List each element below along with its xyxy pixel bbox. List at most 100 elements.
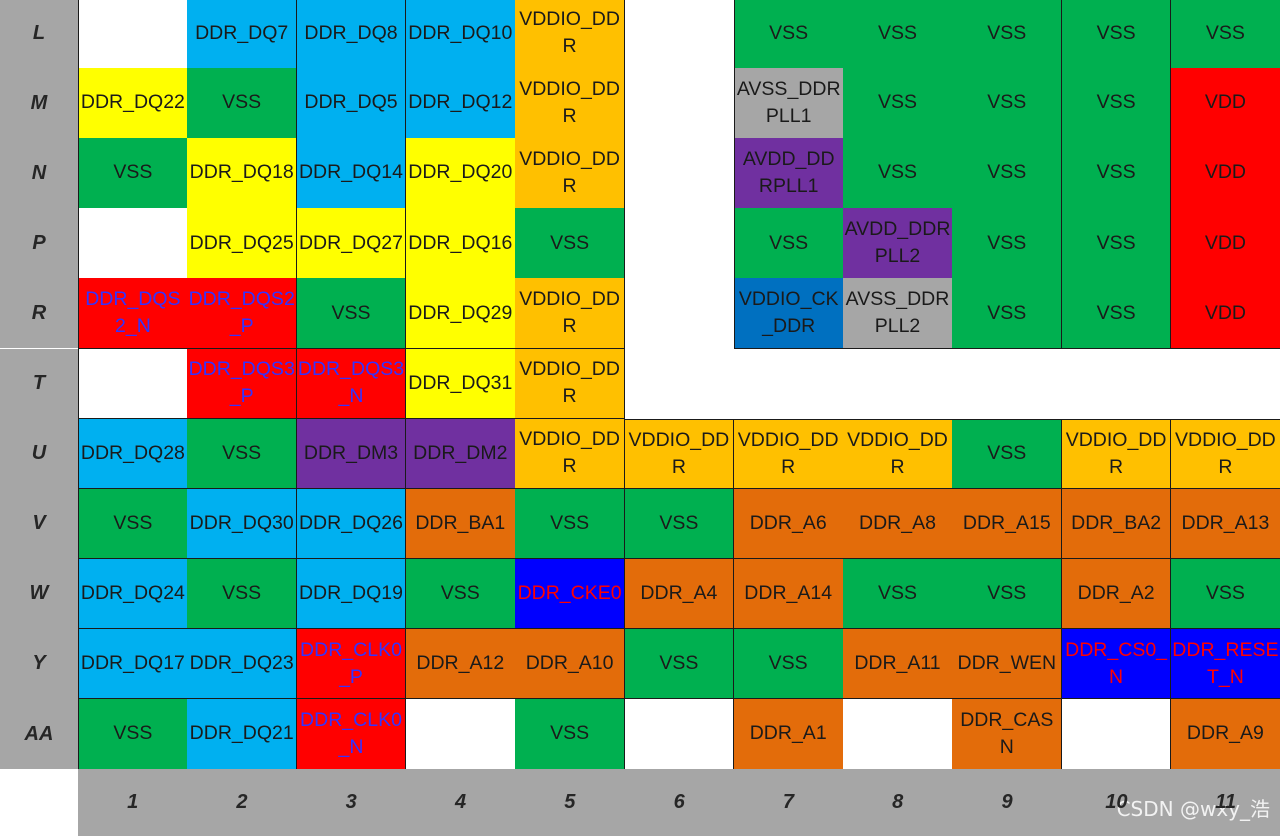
pin-cell-y9: DDR_WEN bbox=[952, 628, 1063, 700]
pin-cell-y10: DDR_CS0_N bbox=[1061, 628, 1172, 700]
pin-cell-u9: VSS bbox=[952, 418, 1063, 490]
pin-cell-n8: VSS bbox=[843, 138, 953, 209]
pin-cell-l5: VDDIO_DDR bbox=[515, 0, 625, 69]
pin-cell-aa4 bbox=[405, 699, 516, 770]
pin-cell-r2: DDR_DQS2_P bbox=[187, 278, 298, 349]
pin-cell-y1: DDR_DQ17 bbox=[78, 628, 188, 700]
pin-cell-y7: VSS bbox=[733, 628, 844, 700]
pin-cell-u11: VDDIO_DDR bbox=[1171, 418, 1280, 490]
pin-cell-aa9: DDR_CASN bbox=[952, 699, 1063, 770]
pin-cell-w8: VSS bbox=[843, 558, 953, 630]
pin-cell-r7: VDDIO_CK_DDR bbox=[733, 278, 844, 349]
pin-cell-u8: VDDIO_DDR bbox=[843, 418, 953, 490]
pin-cell-n5: VDDIO_DDR bbox=[515, 138, 625, 209]
pin-cell-v10: DDR_BA2 bbox=[1061, 488, 1172, 560]
pin-cell-m2: VSS bbox=[187, 68, 298, 139]
row-label-r: R bbox=[0, 278, 78, 349]
pin-cell-u2: VSS bbox=[187, 418, 298, 490]
pin-cell-v6: VSS bbox=[624, 488, 735, 560]
pin-cell-w7: DDR_A14 bbox=[733, 558, 844, 630]
pin-cell-r3: VSS bbox=[296, 278, 407, 349]
pin-cell-r4: DDR_DQ29 bbox=[405, 278, 516, 349]
column-label-11: 11 bbox=[1215, 791, 1237, 813]
pin-cell-aa10 bbox=[1061, 699, 1172, 770]
pin-cell-u4: DDR_DM2 bbox=[405, 418, 516, 490]
pin-cell-y11: DDR_RESET_N bbox=[1171, 628, 1280, 700]
pin-cell-l8: VSS bbox=[843, 0, 953, 69]
pin-cell-l11: VSS bbox=[1171, 0, 1280, 69]
pin-cell-v5: VSS bbox=[515, 488, 625, 560]
row-label-aa: AA bbox=[0, 699, 78, 769]
pin-cell-t3: DDR_DQS3_N bbox=[296, 348, 407, 420]
pin-cell-r10: VSS bbox=[1061, 278, 1172, 349]
pin-cell-u3: DDR_DM3 bbox=[296, 418, 407, 490]
pin-cell-v2: DDR_DQ30 bbox=[187, 488, 298, 560]
column-label-10: 10 bbox=[1105, 791, 1128, 813]
watermark: CSDN @wxy_浩 bbox=[1116, 797, 1270, 821]
pin-cell-l3: DDR_DQ8 bbox=[296, 0, 407, 69]
pin-cell-aa8 bbox=[843, 699, 953, 770]
pin-cell-v8: DDR_A8 bbox=[843, 488, 953, 560]
pin-cell-aa1: VSS bbox=[78, 699, 188, 770]
row-label-u: U bbox=[0, 418, 78, 489]
pin-cell-t1 bbox=[78, 348, 188, 420]
pin-cell-m11: VDD bbox=[1171, 68, 1280, 139]
column-label-3: 3 bbox=[345, 791, 357, 813]
pin-cell-p9: VSS bbox=[952, 208, 1063, 279]
pin-cell-m5: VDDIO_DDR bbox=[515, 68, 625, 139]
pin-cell-n9: VSS bbox=[952, 138, 1063, 209]
pin-cell-m1: DDR_DQ22 bbox=[78, 68, 188, 139]
pin-cell-w6: DDR_A4 bbox=[624, 558, 735, 630]
column-label-9: 9 bbox=[1001, 791, 1013, 813]
pin-cell-u1: DDR_DQ28 bbox=[78, 418, 188, 490]
pin-cell-n4: DDR_DQ20 bbox=[405, 138, 516, 209]
pin-cell-r8: AVSS_DDRPLL2 bbox=[843, 278, 953, 349]
pin-cell-m4: DDR_DQ12 bbox=[405, 68, 516, 139]
pin-cell-y2: DDR_DQ23 bbox=[187, 628, 298, 700]
pin-cell-v1: VSS bbox=[78, 488, 188, 560]
pin-cell-p7: VSS bbox=[733, 208, 844, 279]
row-label-w: W bbox=[0, 558, 78, 629]
column-label-5: 5 bbox=[564, 791, 576, 813]
pin-cell-v7: DDR_A6 bbox=[733, 488, 844, 560]
pin-cell-aa5: VSS bbox=[515, 699, 625, 770]
pin-cell-aa11: DDR_A9 bbox=[1171, 699, 1280, 770]
column-label-8: 8 bbox=[892, 791, 904, 813]
pin-cell-w1: DDR_DQ24 bbox=[78, 558, 188, 630]
pin-cell-n3: DDR_DQ14 bbox=[296, 138, 407, 209]
pin-cell-r11: VDD bbox=[1171, 278, 1280, 349]
pin-cell-m3: DDR_DQ5 bbox=[296, 68, 407, 139]
pin-cell-u7: VDDIO_DDR bbox=[733, 418, 844, 490]
header-corner bbox=[0, 769, 78, 836]
pin-cell-v11: DDR_A13 bbox=[1171, 488, 1280, 560]
column-label-6: 6 bbox=[673, 791, 685, 813]
pin-cell-p1 bbox=[78, 208, 188, 279]
pin-cell-n1: VSS bbox=[78, 138, 188, 209]
pin-cell-m8: VSS bbox=[843, 68, 953, 139]
row-label-t: T bbox=[0, 348, 78, 419]
pin-cell-w2: VSS bbox=[187, 558, 298, 630]
pin-cell-u5: VDDIO_DDR bbox=[515, 418, 625, 490]
pin-cell-l10: VSS bbox=[1061, 0, 1172, 69]
pin-cell-y4: DDR_A12 bbox=[405, 628, 516, 700]
pin-cell-t4: DDR_DQ31 bbox=[405, 348, 516, 420]
pin-cell-t5: VDDIO_DDR bbox=[515, 348, 625, 420]
pin-cell-p10: VSS bbox=[1061, 208, 1172, 279]
pin-cell-y3: DDR_CLK0_P bbox=[296, 628, 407, 700]
pin-cell-v9: DDR_A15 bbox=[952, 488, 1063, 560]
pin-cell-r5: VDDIO_DDR bbox=[515, 278, 625, 349]
pin-cell-m10: VSS bbox=[1061, 68, 1172, 139]
pin-cell-v4: DDR_BA1 bbox=[405, 488, 516, 560]
pin-cell-m7: AVSS_DDRPLL1 bbox=[733, 68, 844, 139]
pin-cell-w3: DDR_DQ19 bbox=[296, 558, 407, 630]
pin-cell-l2: DDR_DQ7 bbox=[187, 0, 298, 69]
pin-cell-p8: AVDD_DDRPLL2 bbox=[843, 208, 953, 279]
pin-cell-p11: VDD bbox=[1171, 208, 1280, 279]
column-label-2: 2 bbox=[236, 791, 248, 813]
pin-cell-l9: VSS bbox=[952, 0, 1063, 69]
pin-cell-w9: VSS bbox=[952, 558, 1063, 630]
pin-cell-v3: DDR_DQ26 bbox=[296, 488, 407, 560]
row-label-y: Y bbox=[0, 628, 78, 699]
pin-cell-y8: DDR_A11 bbox=[843, 628, 953, 700]
row-label-l: L bbox=[0, 0, 78, 68]
